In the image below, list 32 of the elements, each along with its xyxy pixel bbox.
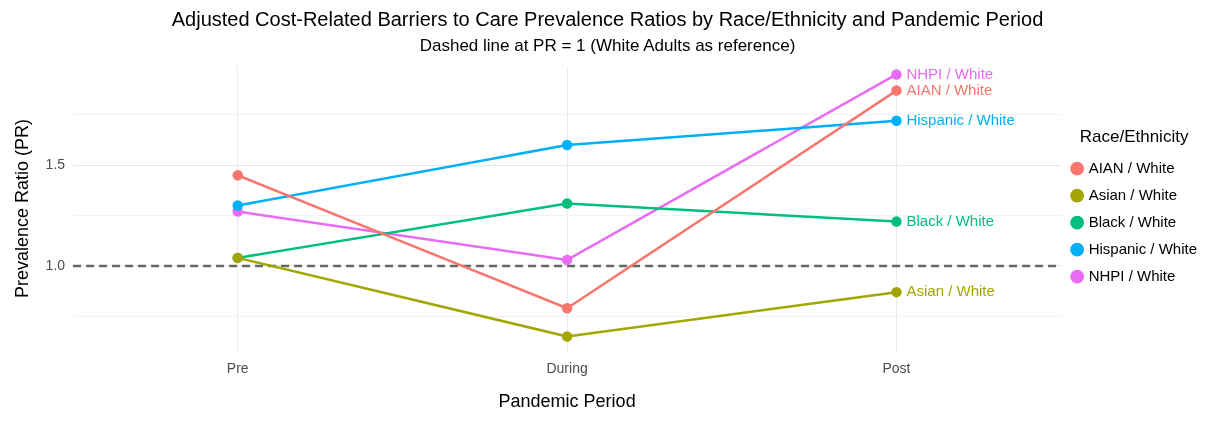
text: Asian / White — [906, 282, 995, 300]
point — [891, 69, 902, 80]
text: Black / White — [906, 211, 994, 229]
point — [561, 331, 573, 342]
point — [232, 200, 243, 211]
text: NHPI / White — [906, 64, 994, 82]
text: AIAN / White — [906, 80, 993, 98]
point — [891, 115, 902, 127]
legend-label: AIAN / White — [1088, 158, 1175, 176]
x-tick-label: During — [546, 359, 588, 376]
legend-title: Race/Ethnicity — [1079, 126, 1189, 146]
x-tick-label: Post — [882, 359, 911, 376]
point — [561, 303, 573, 314]
legend-label: Asian / White — [1088, 185, 1178, 203]
x-axis-title: Pandemic Period — [498, 391, 636, 412]
point — [891, 85, 902, 96]
point — [891, 286, 902, 298]
x-tick-label: Pre — [226, 359, 249, 376]
point — [561, 139, 573, 151]
legend-label: NHPI / White — [1088, 266, 1176, 284]
y-axis-title: Prevalence Ratio (PR) — [11, 118, 32, 299]
legend-label: Black / White — [1088, 212, 1177, 230]
point — [232, 169, 243, 181]
chart-subtitle: Dashed line at PR = 1 (White Adults as reference) — [419, 35, 796, 55]
chart-title: Adjusted Cost-Related Barriers to Care Prevalence Ratios by Race/Ethnicity and Pandemic Period — [171, 7, 1044, 30]
y-tick-label: 1.5 — [45, 156, 66, 173]
point — [561, 254, 573, 266]
point — [561, 198, 573, 209]
y-tick-label: 1.0 — [45, 256, 66, 273]
text: Hispanic / White — [906, 110, 1015, 128]
legend-label: Hispanic / White — [1088, 239, 1198, 257]
point — [891, 216, 902, 227]
